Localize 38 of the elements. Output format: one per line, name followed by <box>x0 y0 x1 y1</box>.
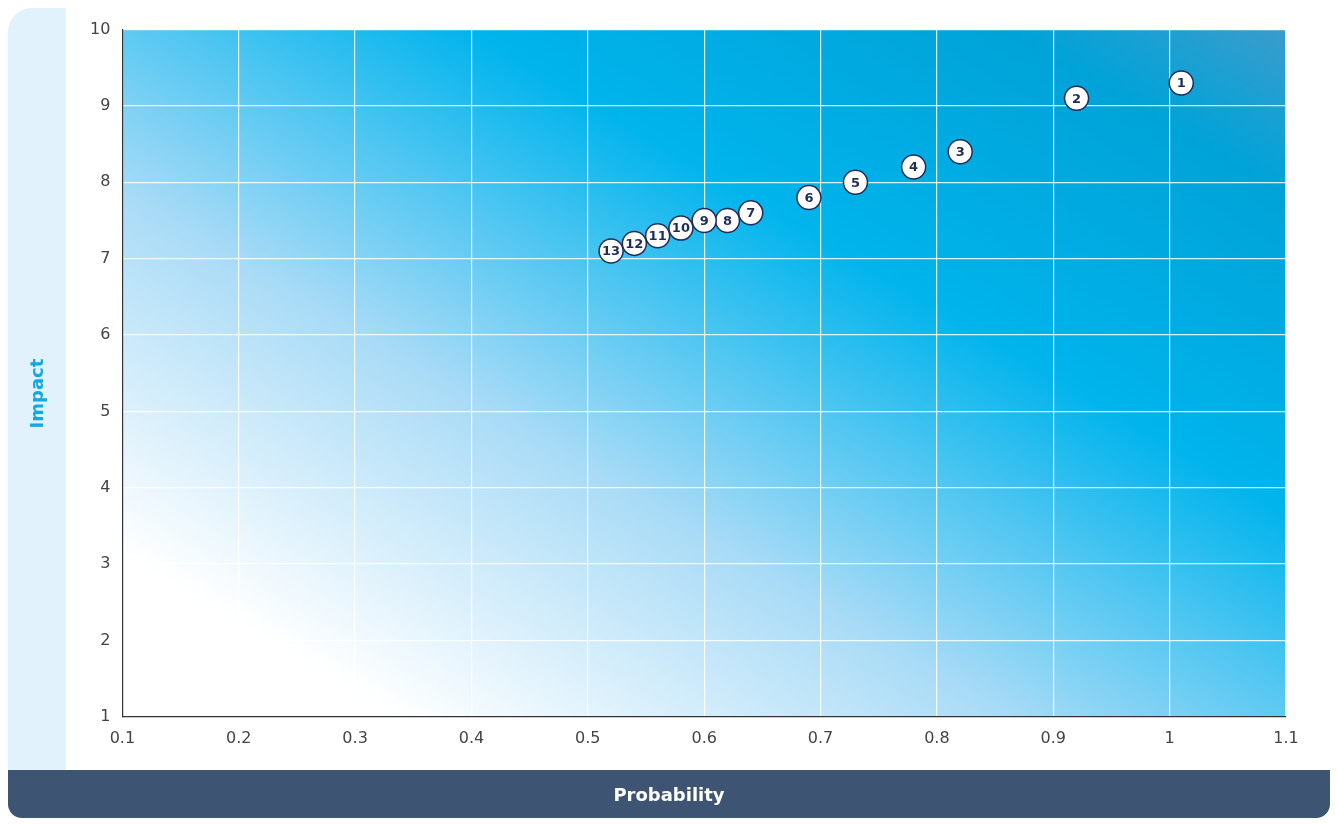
annotation: 11 <box>648 228 667 244</box>
annotation: 13 <box>602 243 621 259</box>
y-tick-label: 1 <box>100 705 111 725</box>
x-tick-label: 0.4 <box>458 727 485 747</box>
annotation: 12 <box>625 235 644 251</box>
x-tick-label: 0.9 <box>1040 727 1066 747</box>
x-tick-label: 0.8 <box>924 727 950 747</box>
y-tick-label: 4 <box>100 476 111 496</box>
y-axis-title: Impact <box>26 358 48 428</box>
y-tick-label: 2 <box>100 629 111 649</box>
x-tick-label: 0.1 <box>109 727 136 747</box>
x-tick-label: 0.5 <box>575 727 601 747</box>
y-tick-label: 6 <box>100 324 111 344</box>
y-tick-label: 5 <box>100 400 111 420</box>
x-tick-label: 0.2 <box>226 727 252 747</box>
annotation: 3 <box>955 144 965 160</box>
annotation: 9 <box>699 212 709 228</box>
annotation: 1 <box>1176 75 1186 91</box>
annotation: 2 <box>1072 90 1082 106</box>
annotation: 8 <box>722 212 732 228</box>
point <box>1168 70 1195 96</box>
x-tick-label: 0.3 <box>342 727 368 747</box>
x-tick-label: 1 <box>1164 727 1175 747</box>
y-tick-label: 3 <box>100 553 111 573</box>
x-tick-label: 0.6 <box>691 727 717 747</box>
y-tick-label: 9 <box>100 95 111 115</box>
y-tick-label: 10 <box>90 18 111 38</box>
point <box>1063 85 1090 112</box>
annotation: 5 <box>850 174 860 190</box>
annotation: 4 <box>909 159 919 175</box>
annotation: 6 <box>804 189 814 205</box>
annotation: 7 <box>746 205 756 221</box>
y-tick-label: 8 <box>100 171 111 191</box>
x-tick-label: 1.1 <box>1273 727 1299 747</box>
annotation: 10 <box>671 220 690 236</box>
y-tick-label: 7 <box>100 247 111 267</box>
x-axis-title: Probability <box>8 770 1330 818</box>
x-tick-label: 0.7 <box>807 727 834 747</box>
